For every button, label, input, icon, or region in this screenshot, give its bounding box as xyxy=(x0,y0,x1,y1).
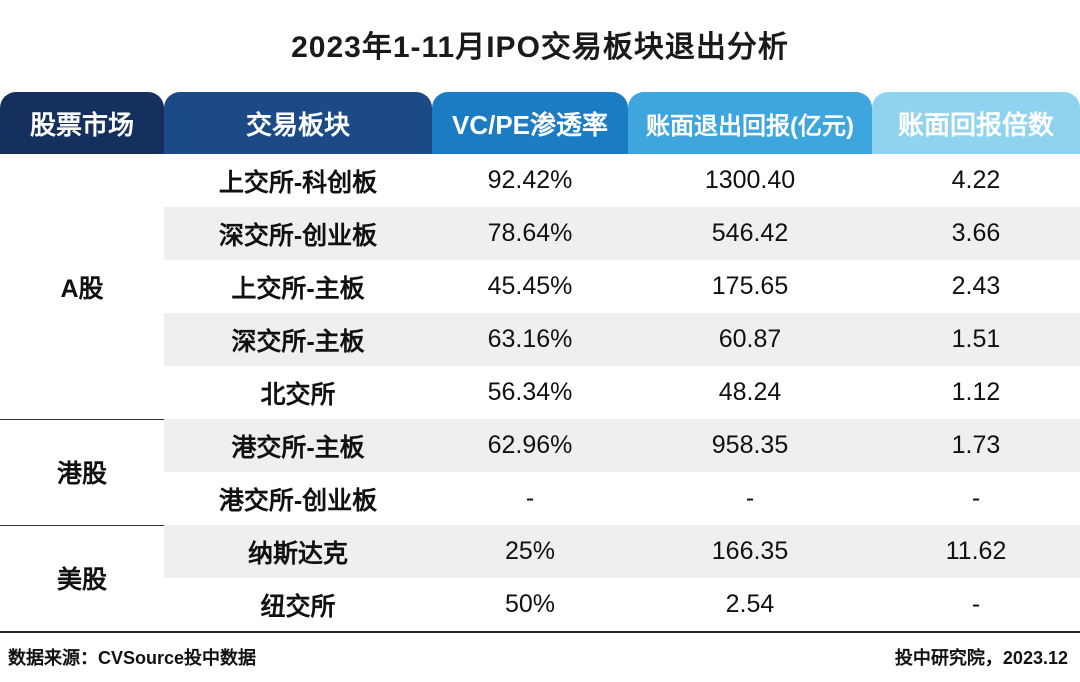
return-multiple-cell: 1.73 xyxy=(951,431,1001,459)
book-return-cell: 2.54 xyxy=(725,590,775,618)
table-row: 北交所 56.34% 48.24 1.12 xyxy=(164,366,1080,419)
board-cell: 上交所-主板 xyxy=(231,274,365,303)
header-market: 股票市场 xyxy=(0,92,164,154)
board-cell: 港交所-创业板 xyxy=(218,486,378,515)
board-cell: 纳斯达克 xyxy=(247,539,348,568)
penetration-cell: 92.42% xyxy=(487,166,573,194)
table-row: 纽交所 50% 2.54 - xyxy=(164,578,1080,631)
table-row: 港交所-主板 62.96% 958.35 1.73 xyxy=(164,419,1080,472)
book-return-cell: 48.24 xyxy=(718,378,782,406)
group-separator xyxy=(0,631,1080,633)
board-cell: 北交所 xyxy=(260,380,336,409)
return-multiple-cell: 4.22 xyxy=(951,166,1001,194)
book-return-cell: 1300.40 xyxy=(704,166,796,194)
market-label: 港股 xyxy=(56,460,107,488)
header-board: 交易板块 xyxy=(164,92,432,154)
return-multiple-cell: 1.12 xyxy=(951,378,1001,406)
penetration-cell: - xyxy=(525,484,535,512)
header-book-return: 账面退出回报(亿元) xyxy=(628,92,872,154)
book-return-cell: 958.35 xyxy=(711,431,789,459)
header-return-multiple: 账面回报倍数 xyxy=(872,92,1080,154)
return-multiple-cell: - xyxy=(971,484,981,512)
penetration-cell: 78.64% xyxy=(487,219,573,247)
market-label: A股 xyxy=(60,274,104,303)
book-return-cell: 546.42 xyxy=(711,219,789,247)
penetration-cell: 56.34% xyxy=(487,378,573,406)
chart-title: 2023年1-11月IPO交易板块退出分析 xyxy=(291,31,789,64)
book-return-cell: 166.35 xyxy=(711,537,789,565)
penetration-cell: 50% xyxy=(504,590,556,618)
credit-note: 投中研究院，2023.12 xyxy=(894,648,1068,668)
book-return-cell: 175.65 xyxy=(711,272,789,300)
board-cell: 纽交所 xyxy=(260,592,336,621)
return-multiple-cell: 2.43 xyxy=(951,272,1001,300)
board-cell: 上交所-科创板 xyxy=(218,168,378,197)
book-return-cell: - xyxy=(745,484,755,512)
return-multiple-cell: - xyxy=(971,590,981,618)
board-cell: 深交所-主板 xyxy=(231,327,365,356)
table-row: 纳斯达克 25% 166.35 11.62 xyxy=(164,525,1080,578)
table-row: 上交所-科创板 92.42% 1300.40 4.22 xyxy=(164,154,1080,207)
penetration-cell: 25% xyxy=(504,537,556,565)
return-multiple-cell: 3.66 xyxy=(951,219,1001,247)
penetration-cell: 62.96% xyxy=(487,431,573,459)
return-multiple-cell: 11.62 xyxy=(945,537,1007,565)
book-return-cell: 60.87 xyxy=(718,325,782,353)
header-penetration: VC/PE渗透率 xyxy=(432,92,628,154)
market-label: 美股 xyxy=(56,566,107,594)
board-cell: 深交所-创业板 xyxy=(218,221,378,250)
source-note: 数据来源：CVSource投中数据 xyxy=(8,648,257,668)
penetration-cell: 45.45% xyxy=(487,272,573,300)
penetration-cell: 63.16% xyxy=(487,325,573,353)
table-row: 港交所-创业板 - - - xyxy=(164,472,1080,525)
table-row: 深交所-创业板 78.64% 546.42 3.66 xyxy=(164,207,1080,260)
ipo-exit-table: 股票市场 交易板块 VC/PE渗透率 账面退出回报(亿元) 账面回报倍数 上交所… xyxy=(0,92,1080,633)
table-row: 上交所-主板 45.45% 175.65 2.43 xyxy=(164,260,1080,313)
return-multiple-cell: 1.51 xyxy=(951,325,1001,353)
table-row: 深交所-主板 63.16% 60.87 1.51 xyxy=(164,313,1080,366)
board-cell: 港交所-主板 xyxy=(231,433,365,462)
